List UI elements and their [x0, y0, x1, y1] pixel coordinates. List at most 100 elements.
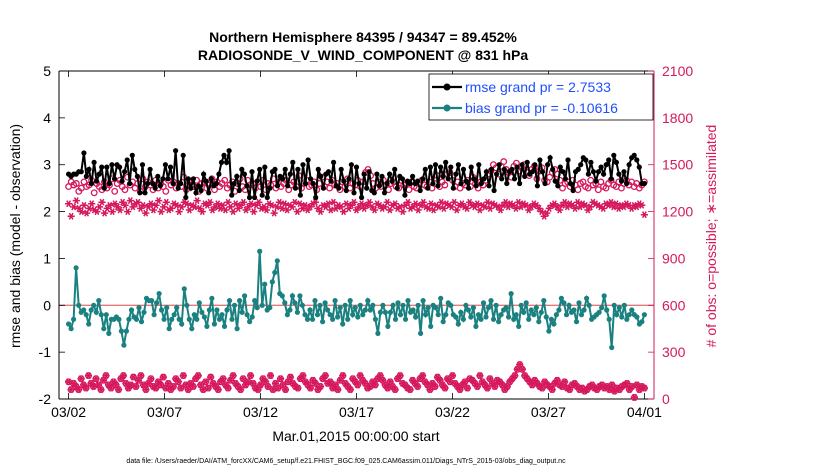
- obs-assimilated-point: [326, 378, 334, 386]
- obs-assimilated-point: [75, 386, 83, 394]
- rmse-point: [585, 171, 592, 177]
- bias-point: [164, 305, 170, 311]
- rmse-point: [147, 166, 153, 172]
- obs-assimilated-point: [142, 386, 150, 394]
- rmse-point: [252, 194, 258, 201]
- rmse-point: [359, 194, 365, 201]
- obs-assimilated-point: [276, 375, 285, 383]
- rmse-point: [618, 178, 625, 184]
- obs-assimilated-point: [207, 373, 215, 381]
- bias-point: [342, 302, 348, 308]
- rmse-point: [170, 180, 176, 187]
- rmse-point: [445, 176, 451, 182]
- rmse-point: [603, 162, 609, 168]
- series-layer: [65, 148, 648, 401]
- chart-title-line2: RADIOSONDE_V_WIND_COMPONENT @ 831 hPa: [198, 47, 528, 63]
- obs-assimilated-point: [640, 211, 648, 219]
- bias-point: [518, 302, 524, 308]
- bias-point: [599, 305, 605, 311]
- obs-assimilated-point: [518, 365, 526, 373]
- rmse-point: [341, 178, 347, 184]
- bias-point: [395, 300, 401, 306]
- bias-point: [299, 302, 305, 308]
- rmse-point: [547, 155, 553, 161]
- bias-point: [397, 312, 404, 318]
- obs-assimilated-point: [437, 198, 445, 206]
- bias-point: [166, 326, 172, 332]
- rmse-point: [463, 178, 469, 184]
- obs-assimilated-point: [107, 384, 115, 392]
- obs-assimilated-point: [97, 386, 105, 394]
- obs-assimilated-point: [404, 198, 412, 206]
- rmse-point: [430, 180, 436, 187]
- obs-assimilated-point: [189, 383, 197, 390]
- bias-point: [317, 302, 323, 308]
- rmse-point: [448, 164, 454, 170]
- bias-point: [513, 312, 519, 318]
- bias-point: [219, 312, 225, 318]
- bias-point: [171, 312, 177, 318]
- x-tick-label: 03/17: [339, 404, 374, 420]
- bias-point: [558, 295, 565, 301]
- rmse-point: [139, 162, 146, 168]
- bias-point: [458, 309, 464, 315]
- obs-possible-point: [111, 187, 119, 195]
- bias-point: [83, 312, 89, 318]
- rmse-point: [150, 180, 156, 187]
- rmse-point: [216, 171, 222, 177]
- bias-point: [93, 309, 99, 315]
- bias-point: [483, 314, 489, 320]
- bias-point: [551, 321, 557, 327]
- obs-assimilated-point: [339, 372, 347, 380]
- obs-assimilated-point: [88, 200, 96, 208]
- rmse-point: [346, 176, 352, 182]
- bias-point: [214, 307, 220, 313]
- bias-point: [314, 312, 321, 318]
- y-left-tick-label: 0: [43, 297, 51, 313]
- bias-point: [609, 344, 615, 351]
- bias-point: [141, 309, 147, 315]
- rmse-point: [583, 157, 589, 163]
- rmse-point: [534, 183, 541, 189]
- bias-point: [184, 302, 190, 308]
- bias-point: [216, 316, 223, 322]
- bias-point: [279, 293, 285, 299]
- obs-assimilated-point: [124, 208, 132, 216]
- rmse-point: [384, 180, 390, 187]
- rmse-point: [236, 187, 242, 194]
- bias-point: [73, 265, 79, 271]
- rmse-point: [552, 178, 558, 184]
- legend-bias-marker: [443, 104, 451, 112]
- obs-assimilated-point: [129, 373, 137, 381]
- obs-assimilated-point: [427, 200, 435, 208]
- obs-assimilated-point: [512, 204, 520, 212]
- rmse-point: [96, 171, 102, 177]
- bias-point: [362, 307, 368, 313]
- legend-rmse-label: rmse grand pr = 2.7533: [465, 79, 611, 95]
- obs-possible-point: [162, 187, 170, 195]
- obs-assimilated-point: [247, 372, 255, 380]
- obs-assimilated-point: [354, 381, 362, 389]
- rmse-point: [545, 162, 551, 168]
- y-left-tick-label: -1: [39, 344, 52, 360]
- rmse-point: [394, 185, 400, 191]
- rmse-point: [641, 180, 648, 187]
- bias-point: [68, 326, 74, 332]
- obs-possible-point: [500, 158, 508, 166]
- bias-point: [428, 323, 434, 329]
- rmse-point: [282, 166, 288, 172]
- obs-assimilated-point: [334, 386, 342, 394]
- y-axis-label-right: # of obs: o=possible; ∗=assimilated: [703, 125, 719, 348]
- rmse-point: [522, 173, 528, 179]
- obs-assimilated-point: [89, 383, 98, 390]
- bias-point: [556, 307, 562, 313]
- bias-point: [475, 312, 482, 318]
- bias-point: [453, 314, 459, 320]
- bias-point: [372, 316, 378, 322]
- bias-point: [297, 293, 303, 299]
- rmse-point: [259, 192, 265, 198]
- bias-point: [149, 298, 155, 304]
- rmse-point: [517, 180, 523, 187]
- rmse-point: [190, 176, 196, 182]
- bias-point: [239, 309, 245, 315]
